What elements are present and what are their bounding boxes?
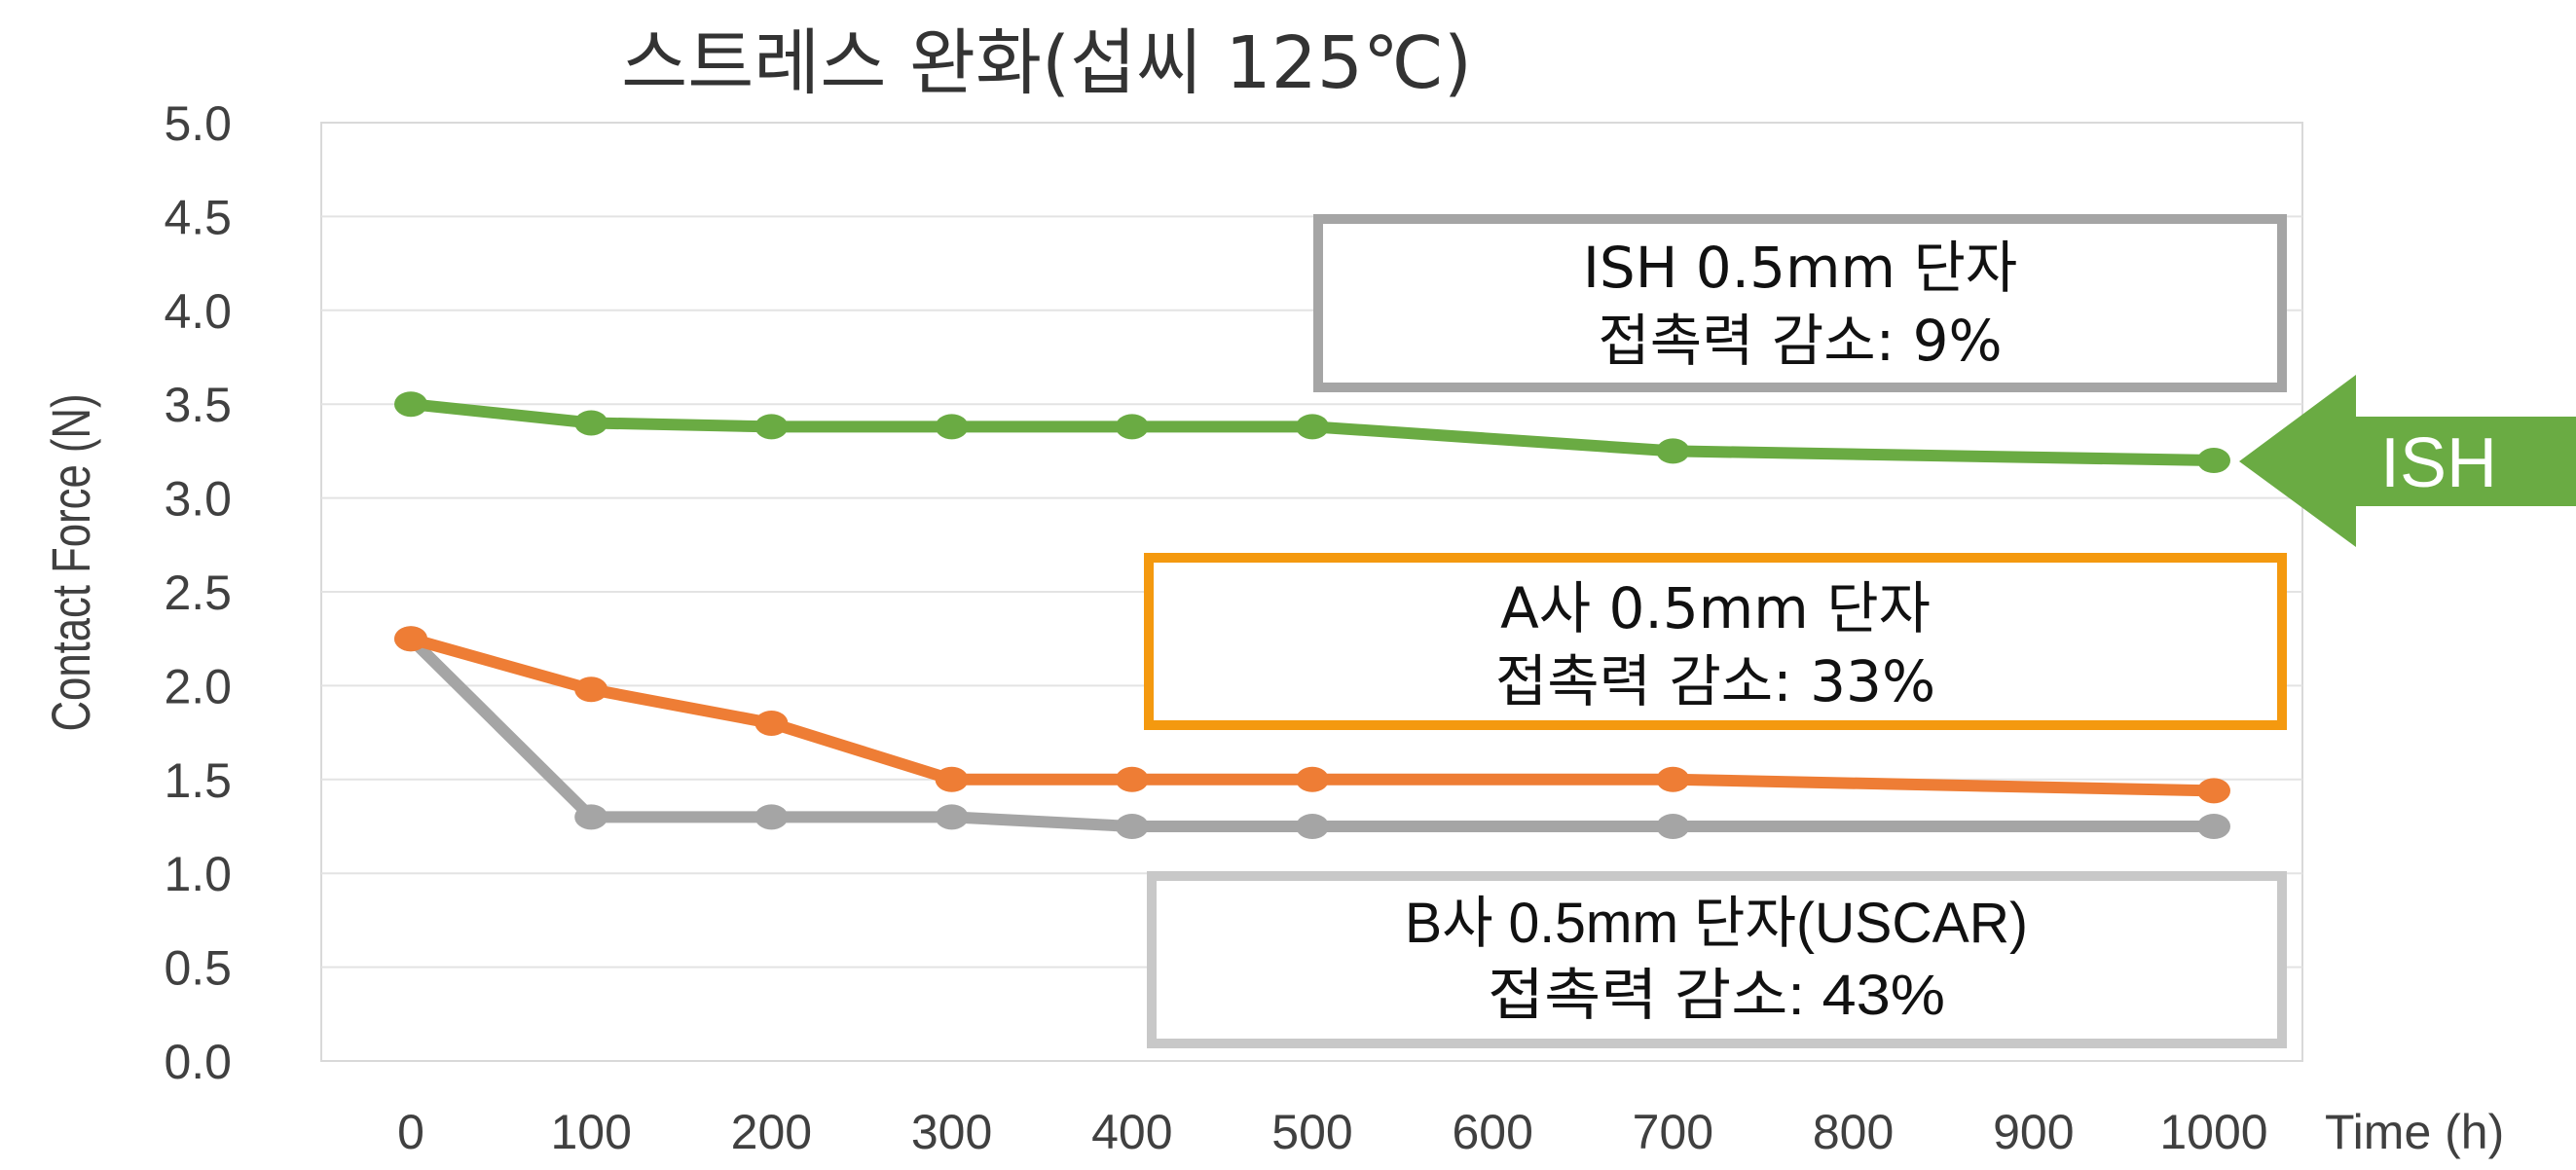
arrow-label: ISH bbox=[2380, 424, 2497, 502]
data-point-a bbox=[394, 626, 427, 652]
data-point-ish bbox=[1115, 414, 1149, 440]
chart-title: 스트레스 완화(섭씨 125℃) bbox=[621, 21, 1472, 105]
x-tick-label: 100 bbox=[550, 1105, 631, 1159]
annotation-ish-line2: 접촉력 감소: 9% bbox=[1598, 308, 2002, 374]
annotation-b-line1: B사 0.5mm 단자(USCAR) bbox=[1405, 892, 2028, 955]
y-tick-label: 4.0 bbox=[164, 284, 232, 339]
annotation-box-b bbox=[1147, 871, 2287, 1048]
y-tick-label: 3.0 bbox=[164, 472, 232, 527]
annotation-a-line2: 접촉력 감소: 33% bbox=[1495, 648, 1935, 714]
data-point-ish bbox=[1656, 438, 1690, 464]
y-tick-label: 2.5 bbox=[164, 566, 232, 620]
data-point-a bbox=[935, 766, 969, 792]
data-point-b bbox=[1115, 814, 1149, 839]
y-tick-label: 0.0 bbox=[164, 1035, 232, 1089]
x-axis-ticks: 0 100 200 300 400 500 600 700 800 900 1000 bbox=[397, 1105, 2268, 1159]
data-point-a bbox=[1296, 766, 1329, 792]
data-point-a bbox=[574, 676, 608, 703]
data-point-b bbox=[935, 804, 969, 830]
y-axis-label: Contact Force (N) bbox=[41, 394, 101, 732]
data-point-a bbox=[1656, 766, 1690, 792]
data-point-ish bbox=[2197, 448, 2230, 474]
x-tick-label: 1000 bbox=[2159, 1105, 2267, 1159]
annotation-a-line1: A사 0.5mm 단자 bbox=[1500, 575, 1931, 641]
data-point-a bbox=[1115, 766, 1149, 792]
x-tick-label: 400 bbox=[1091, 1105, 1172, 1159]
y-tick-label: 3.5 bbox=[164, 378, 232, 432]
x-tick-label: 200 bbox=[731, 1105, 812, 1159]
data-point-ish bbox=[1296, 414, 1329, 440]
x-axis-label: Time (h) bbox=[2325, 1105, 2504, 1159]
annotation-box-ish bbox=[1313, 214, 2287, 392]
annotations: ISH 0.5mm 단자 접촉력 감소: 9% A사 0.5mm 단자 접촉력 … bbox=[1144, 214, 2287, 1048]
x-tick-label: 0 bbox=[397, 1105, 424, 1159]
x-tick-label: 900 bbox=[1993, 1105, 2074, 1159]
data-point-b bbox=[2197, 814, 2230, 839]
y-tick-label: 0.5 bbox=[164, 941, 232, 996]
series-ish bbox=[394, 391, 2230, 474]
ish-arrow-callout: ISH bbox=[2239, 375, 2576, 547]
y-tick-label: 1.5 bbox=[164, 753, 232, 808]
series-line-b bbox=[405, 633, 2220, 832]
arrow-left-icon bbox=[2239, 375, 2576, 547]
data-point-b bbox=[1296, 814, 1329, 839]
y-tick-label: 5.0 bbox=[164, 96, 232, 151]
series-line-a bbox=[405, 633, 2220, 797]
x-tick-label: 700 bbox=[1633, 1105, 1713, 1159]
y-axis-ticks: 0.0 0.5 1.0 1.5 2.0 2.5 3.0 3.5 4.0 4.5 5.0 bbox=[164, 96, 232, 1089]
data-point-ish bbox=[394, 391, 427, 418]
x-tick-label: 800 bbox=[1813, 1105, 1894, 1159]
annotation-b-line2: 접촉력 감소: 43% bbox=[1488, 964, 1945, 1027]
series-line-ish bbox=[405, 398, 2220, 467]
y-tick-label: 4.5 bbox=[164, 190, 232, 244]
data-point-ish bbox=[935, 414, 969, 440]
x-tick-label: 300 bbox=[911, 1105, 992, 1159]
data-point-b bbox=[754, 804, 789, 830]
annotation-box-a bbox=[1144, 553, 2287, 730]
data-point-ish bbox=[574, 410, 608, 436]
data-point-b bbox=[574, 804, 608, 830]
annotation-ish-line1: ISH 0.5mm 단자 bbox=[1583, 235, 2017, 301]
data-point-ish bbox=[754, 414, 789, 440]
data-point-a bbox=[2197, 778, 2230, 804]
x-tick-label: 600 bbox=[1452, 1105, 1532, 1159]
data-point-a bbox=[754, 710, 789, 736]
series-a bbox=[394, 626, 2230, 804]
data-point-b bbox=[1656, 814, 1690, 839]
y-tick-label: 1.0 bbox=[164, 847, 232, 901]
series-lines bbox=[394, 391, 2230, 839]
x-tick-label: 500 bbox=[1271, 1105, 1352, 1159]
y-tick-label: 2.0 bbox=[164, 659, 232, 713]
